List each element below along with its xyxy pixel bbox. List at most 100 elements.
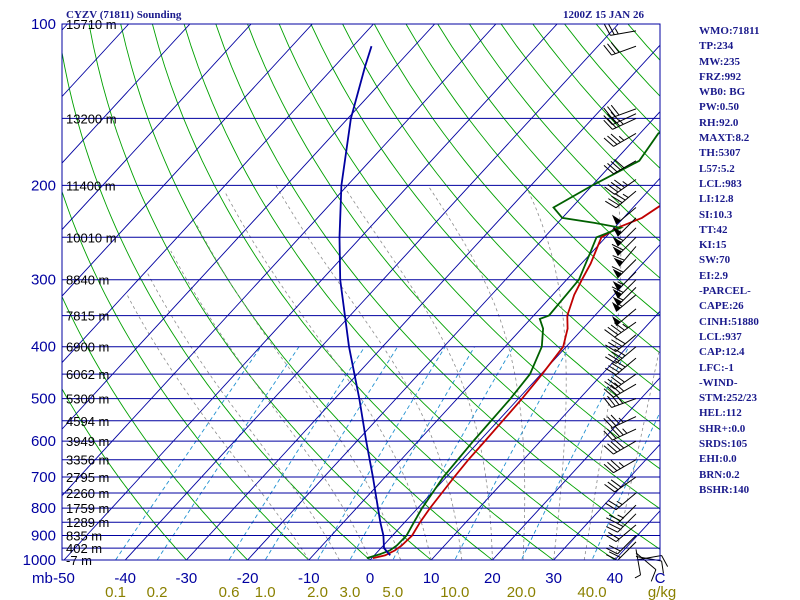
index-item: CINH:51880	[699, 315, 759, 328]
wind-barb-half	[618, 462, 625, 468]
index-item: BSHR:140	[699, 483, 750, 496]
index-item: MAXT:8.2	[699, 132, 750, 145]
height-label: 7815 m	[66, 309, 109, 324]
height-label: 2795 m	[66, 470, 109, 485]
wind-barb-staff	[618, 246, 637, 267]
index-item: WMO:71811	[699, 25, 760, 37]
wind-barb-staff	[615, 357, 637, 376]
isotherm-line	[308, 177, 660, 560]
wind-barb-full	[607, 378, 619, 388]
pressure-tick-label: 100	[31, 16, 56, 33]
height-label: 10010 m	[66, 230, 117, 245]
wind-barb-full	[608, 531, 620, 540]
wind-barb-full	[607, 118, 617, 129]
mixing-ratio-line	[454, 346, 570, 560]
wind-barb-staff	[613, 459, 637, 474]
wind-barb-staff	[617, 513, 637, 533]
temperature-tick-label: 30	[545, 570, 562, 587]
wind-barb-full	[603, 397, 612, 408]
mixing-ratio-tick-label: 0.1	[105, 584, 126, 600]
index-item: WB0: BG	[699, 86, 746, 99]
wind-barb-staff	[614, 373, 637, 390]
index-item: CAPE:26	[699, 300, 744, 313]
wind-barb-full	[608, 523, 621, 530]
wind-barb	[611, 207, 637, 225]
wind-barbs	[603, 23, 669, 582]
wind-barb-full	[607, 481, 619, 491]
wind-barb-flag	[612, 227, 622, 237]
wind-barb-full	[607, 386, 618, 396]
height-label: 402 m	[66, 541, 102, 556]
wind-barb-full	[603, 463, 614, 474]
temperature-unit-label: C	[655, 570, 666, 587]
wind-barb-half	[617, 237, 624, 241]
wind-barb-full	[608, 551, 621, 558]
wind-barb	[612, 271, 637, 291]
moist-adiabat-line	[614, 344, 660, 560]
wind-barb-staff	[615, 346, 637, 364]
wind-barb-half	[622, 428, 628, 434]
wind-barb-full	[603, 107, 612, 119]
index-item: FRZ:992	[699, 70, 742, 83]
wind-barb-full	[604, 483, 615, 493]
isotherm-line	[124, 24, 619, 560]
isotherms	[62, 24, 660, 560]
wind-barb-full	[610, 104, 620, 116]
height-label: 1289 m	[66, 515, 109, 530]
wind-barb-full	[610, 116, 621, 127]
index-item: CAP:12.4	[699, 346, 745, 359]
wind-barb-full	[610, 414, 621, 425]
index-item: TT:42	[699, 223, 728, 236]
index-item: LFC:-1	[699, 361, 734, 374]
wind-barb	[604, 476, 637, 493]
index-item: KI:15	[699, 239, 727, 252]
wind-barb	[603, 159, 637, 175]
wind-barb-staff	[611, 45, 637, 56]
height-label: 3949 m	[66, 434, 109, 449]
wind-barb-full	[611, 243, 624, 251]
wind-barb-staff	[617, 236, 637, 257]
wind-barb-full	[607, 416, 617, 427]
dry-adiabat-line	[215, 24, 660, 550]
wind-barb-staff	[613, 160, 637, 175]
wind-barb-staff	[611, 398, 637, 408]
wind-barb	[605, 334, 637, 352]
plot-frame	[61, 23, 661, 561]
wind-barb-full	[614, 360, 626, 368]
wind-barb-full	[604, 329, 615, 338]
height-label: 5300 m	[66, 392, 109, 407]
moist-adiabat-line	[224, 190, 432, 560]
index-item: SI:10.3	[699, 208, 733, 221]
wind-barb	[606, 541, 637, 561]
wind-barb	[605, 492, 637, 511]
wind-barb-full	[608, 353, 620, 362]
parcel-profile	[338, 45, 391, 556]
index-item: TH:5307	[699, 147, 741, 160]
wind-barb	[612, 217, 637, 237]
isotherm-line	[62, 24, 313, 297]
wind-barb-full	[610, 181, 622, 191]
index-item: MW:235	[699, 55, 740, 68]
wind-barb-full	[603, 388, 614, 398]
mixing-ratio-line	[520, 346, 630, 560]
dry-adiabat-line	[405, 24, 660, 316]
wind-barb-full	[604, 186, 615, 195]
pressure-tick-label: 800	[31, 500, 56, 517]
wind-barb-full	[607, 395, 616, 407]
wind-barb-staff	[617, 259, 637, 279]
chart-title: CYZV (71811) Sounding	[66, 9, 182, 21]
wind-barb-staff	[635, 554, 662, 561]
mixing-ratio-tick-label: 0.2	[147, 584, 168, 600]
wind-barb	[635, 552, 657, 582]
wind-barb-full	[610, 479, 622, 488]
mixing-ratio-tick-label: 5.0	[382, 584, 403, 600]
wind-barb-full	[610, 441, 621, 451]
wind-barb-flag	[612, 296, 622, 306]
index-item: PW:0.50	[699, 101, 740, 114]
index-item: LCL:983	[699, 177, 742, 190]
moist-adiabat-line	[427, 185, 526, 560]
temperature-tick-label: 0	[366, 570, 374, 587]
wind-barb-staff	[617, 271, 637, 291]
wind-barb	[605, 190, 637, 209]
